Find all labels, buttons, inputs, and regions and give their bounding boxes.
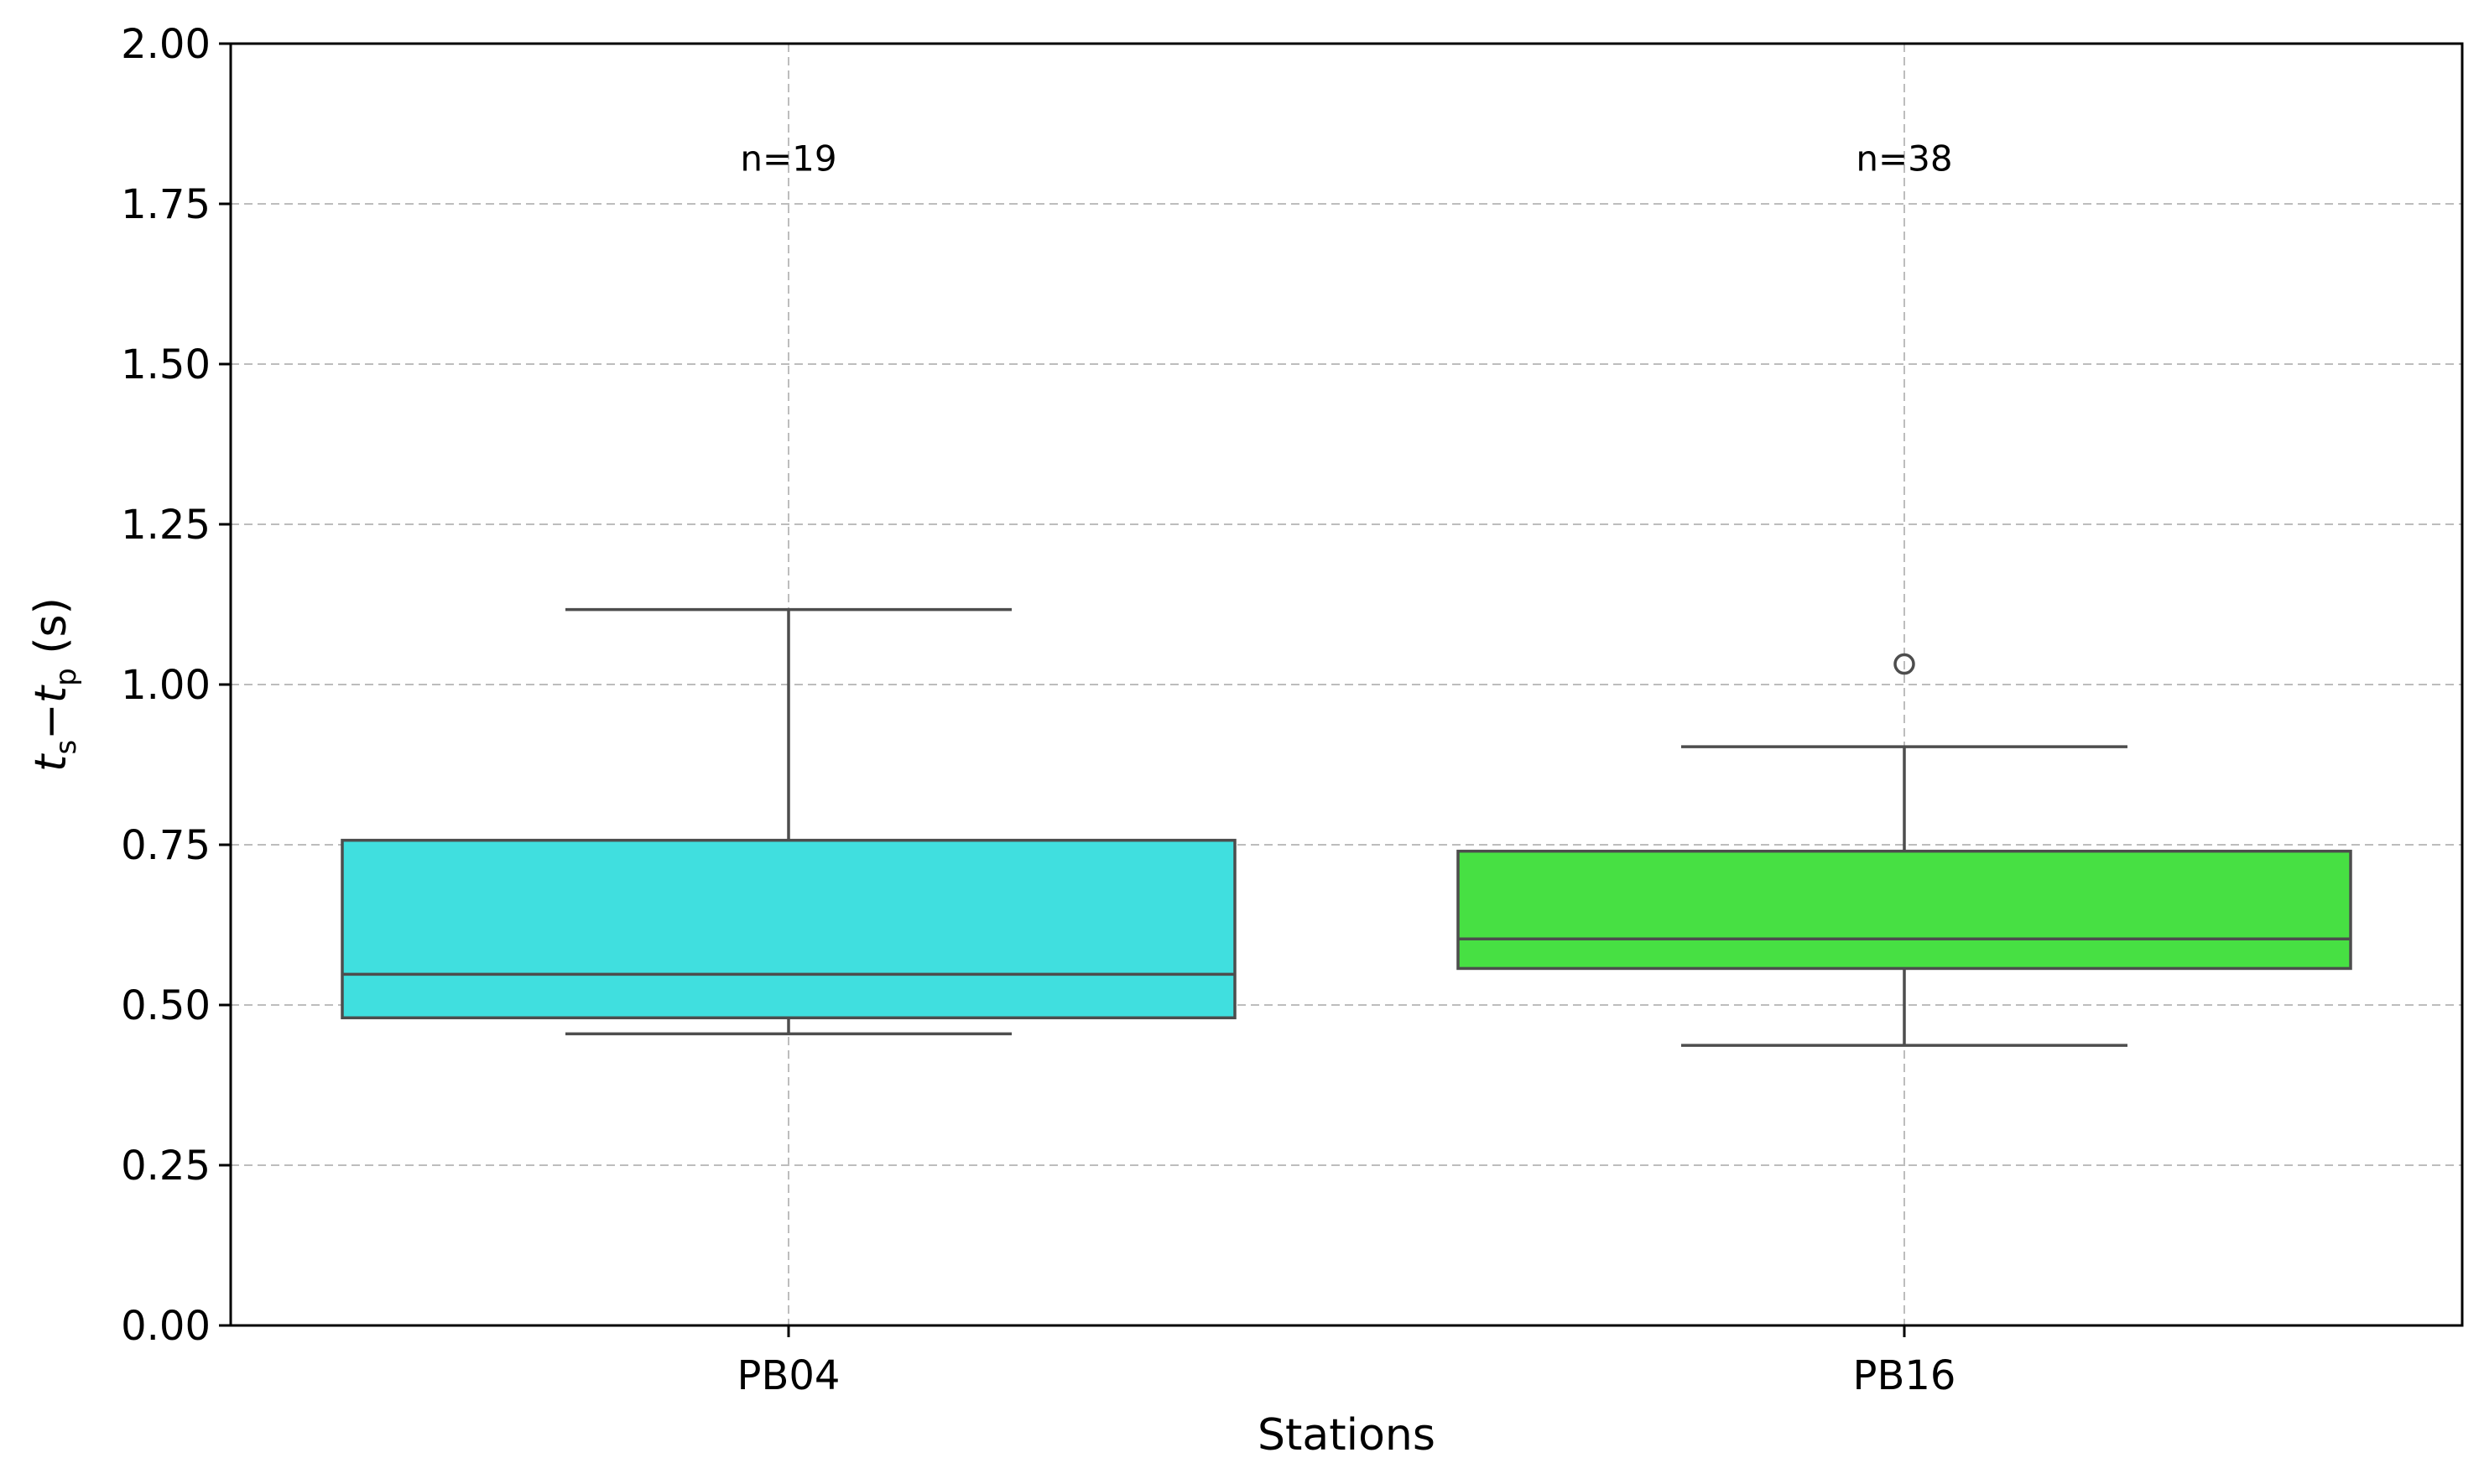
sample-size-label: n=19 [740, 138, 836, 180]
annotation-layer: n=19 n=38 [740, 138, 1952, 180]
y-axis-title-minus: − [26, 703, 76, 740]
y-tick-label: 2.00 [121, 21, 211, 68]
y-axis-title-sub1: s [49, 740, 83, 755]
y-axis-title: ts−tp (s) [26, 597, 83, 772]
box-layer [341, 607, 2352, 1047]
box-pb04 [341, 607, 1237, 1036]
x-tick-label: PB04 [737, 1352, 841, 1399]
y-tick-label: 1.25 [121, 502, 211, 549]
y-tick-label: 1.00 [121, 662, 211, 709]
y-axis-title-var1: t [26, 753, 76, 772]
x-axis-ticks: PB04 PB16 [737, 1325, 1956, 1399]
y-axis-title-var2: t [26, 685, 76, 703]
iqr-box [1456, 849, 2352, 971]
y-axis-title-sub2: p [49, 668, 83, 686]
y-axis-title-unit: (s) [26, 597, 76, 668]
y-tick-label: 0.00 [121, 1303, 211, 1350]
box-pb16 [1456, 653, 2352, 1047]
y-axis-ticks: 0.00 0.25 0.50 0.75 1.00 1.25 1.50 1.75 2.00 [121, 21, 231, 1350]
x-axis-title: Stations [1258, 1410, 1435, 1461]
sample-size-label: n=38 [1856, 138, 1952, 180]
outlier-point [1893, 653, 1915, 675]
y-tick-label: 1.75 [121, 181, 211, 228]
iqr-box [341, 838, 1237, 1020]
y-tick-label: 0.75 [121, 822, 211, 869]
x-tick-label: PB16 [1853, 1352, 1956, 1399]
y-tick-label: 0.25 [121, 1143, 211, 1190]
y-tick-label: 0.50 [121, 982, 211, 1029]
y-tick-label: 1.50 [121, 341, 211, 388]
grid-lines [231, 44, 2462, 1325]
